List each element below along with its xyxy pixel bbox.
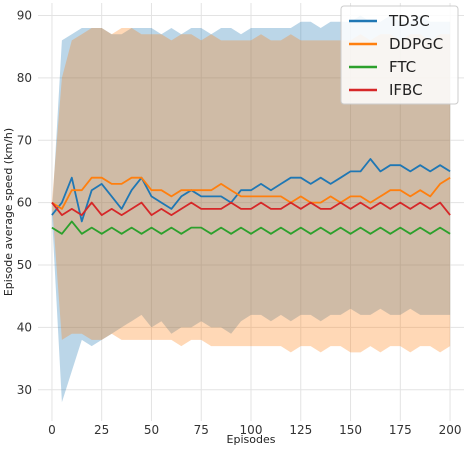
legend-label-td3c: TD3C	[388, 12, 430, 30]
line-ftc	[51, 220, 451, 235]
legend: TD3C DDPGC FTC IFBC	[340, 5, 459, 105]
y-tick-label: 60	[17, 196, 32, 210]
x-tick-label: 150	[339, 423, 362, 437]
x-tick-label: 200	[439, 423, 462, 437]
x-tick-label: 0	[48, 423, 56, 437]
y-tick-label: 80	[17, 71, 32, 85]
legend-label-ddpgc: DDPGC	[389, 35, 443, 53]
x-tick-label: 75	[194, 423, 209, 437]
y-tick-label: 70	[17, 133, 32, 147]
x-tick-label: 125	[289, 423, 312, 437]
line-td3c	[51, 158, 451, 223]
line-ifbc	[51, 201, 451, 217]
y-tick-label: 90	[17, 8, 32, 22]
x-axis-ticks: 0 25 50 75 100 125 150 175 200	[48, 423, 461, 437]
x-axis-label: Episodes	[227, 433, 276, 446]
x-tick-label: 50	[144, 423, 159, 437]
legend-label-ftc: FTC	[389, 58, 416, 76]
legend-label-ifbc: IFBC	[389, 81, 423, 99]
x-tick-label: 175	[389, 423, 412, 437]
x-tick-label: 100	[240, 423, 263, 437]
y-axis-label: Episode average speed (km/h)	[2, 128, 15, 296]
x-tick-label: 25	[94, 423, 109, 437]
y-tick-label: 40	[17, 320, 32, 334]
legend-box	[340, 5, 459, 105]
series-lines	[51, 158, 451, 235]
y-tick-label: 30	[17, 383, 32, 397]
y-axis-ticks: 30 40 50 60 70 80 90	[17, 8, 32, 396]
line-ddpgc	[51, 176, 451, 210]
y-tick-label: 50	[17, 258, 32, 272]
